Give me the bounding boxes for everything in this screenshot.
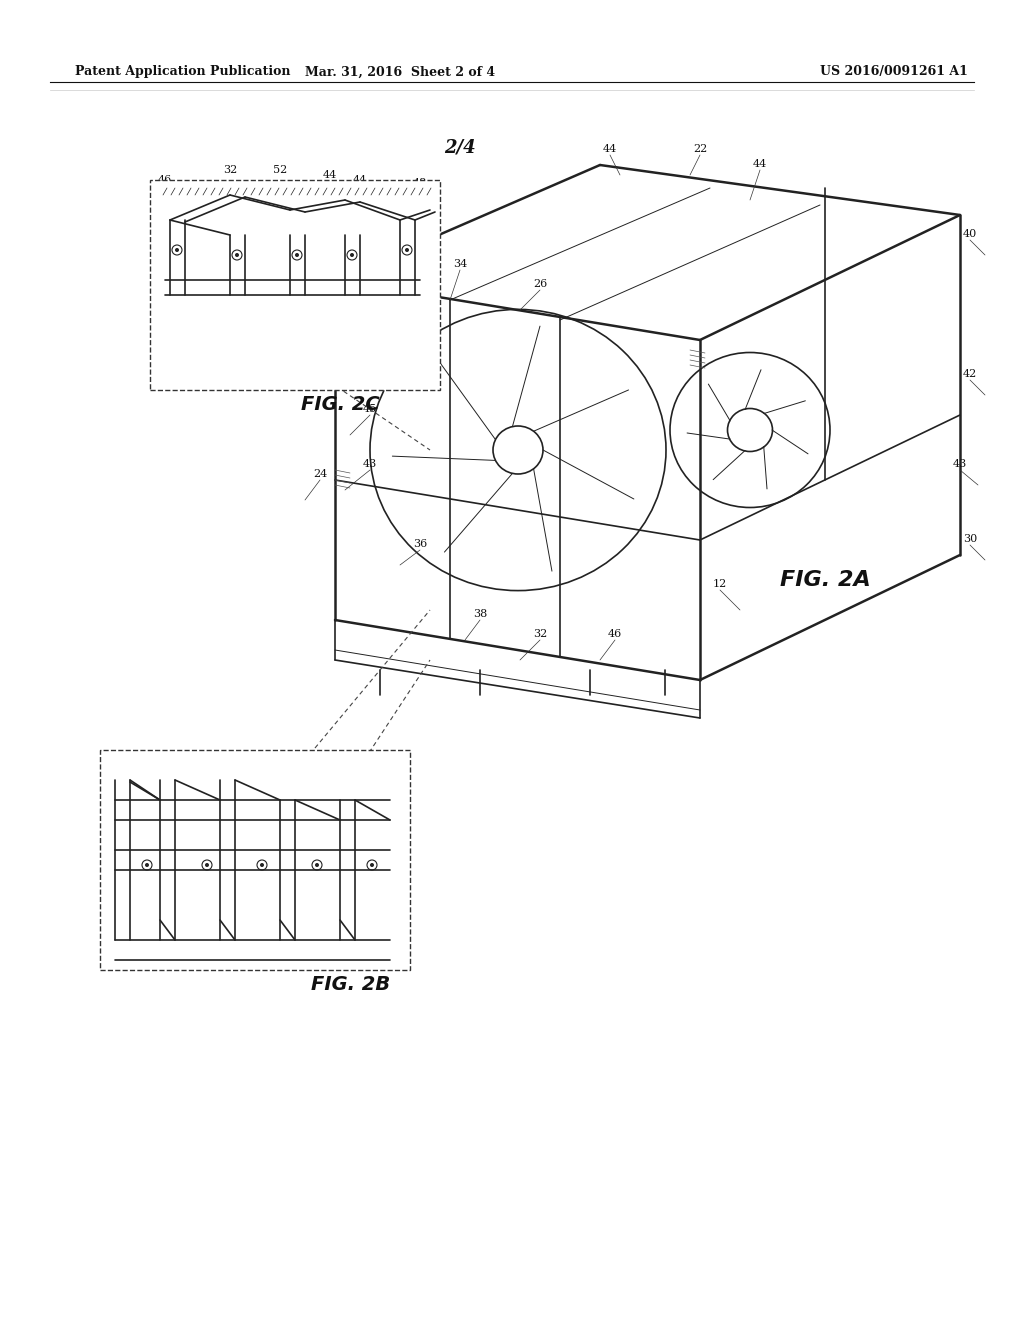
Text: 46: 46 <box>110 766 124 775</box>
Circle shape <box>260 863 264 867</box>
Text: 24: 24 <box>313 469 327 479</box>
Text: 44: 44 <box>603 144 617 154</box>
Text: 60: 60 <box>168 341 182 350</box>
Circle shape <box>350 253 354 257</box>
Circle shape <box>295 253 299 257</box>
Text: 40: 40 <box>963 228 977 239</box>
Text: FIG. 2B: FIG. 2B <box>310 975 390 994</box>
Text: 38: 38 <box>473 609 487 619</box>
Text: 28: 28 <box>368 339 382 348</box>
Text: US 2016/0091261 A1: US 2016/0091261 A1 <box>820 66 968 78</box>
Text: 34: 34 <box>453 259 467 269</box>
Text: Mar. 31, 2016  Sheet 2 of 4: Mar. 31, 2016 Sheet 2 of 4 <box>305 66 495 78</box>
Text: 50: 50 <box>133 960 147 970</box>
Text: 62: 62 <box>232 960 247 970</box>
Text: FIG. 2A: FIG. 2A <box>780 570 870 590</box>
Circle shape <box>175 248 179 252</box>
Text: 44: 44 <box>353 176 368 185</box>
Text: 43: 43 <box>362 459 377 469</box>
Text: Patent Application Publication: Patent Application Publication <box>75 66 291 78</box>
Text: 44: 44 <box>753 158 767 169</box>
Text: 32: 32 <box>101 785 115 795</box>
Text: 32: 32 <box>223 165 238 176</box>
Circle shape <box>315 863 319 867</box>
Text: 20: 20 <box>333 339 347 348</box>
Text: 12: 12 <box>713 579 727 589</box>
Text: 46: 46 <box>408 253 422 264</box>
Circle shape <box>205 863 209 867</box>
Circle shape <box>234 253 239 257</box>
Text: 62: 62 <box>323 954 337 965</box>
Text: 46: 46 <box>608 630 623 639</box>
Text: 44: 44 <box>323 170 337 180</box>
Text: 22: 22 <box>153 766 167 775</box>
Circle shape <box>406 248 409 252</box>
Text: 22: 22 <box>693 144 708 154</box>
Text: 43: 43 <box>953 459 967 469</box>
Circle shape <box>145 863 150 867</box>
Text: 52: 52 <box>288 766 302 775</box>
Text: 45: 45 <box>362 404 377 414</box>
Text: 56: 56 <box>348 760 362 770</box>
Text: 42: 42 <box>963 370 977 379</box>
Text: 53: 53 <box>101 850 115 861</box>
Text: 32: 32 <box>532 630 547 639</box>
Text: 50: 50 <box>187 213 202 222</box>
Text: 46: 46 <box>158 176 172 185</box>
Text: 48: 48 <box>101 825 115 836</box>
Text: 26: 26 <box>532 279 547 289</box>
Text: 36: 36 <box>413 539 427 549</box>
Bar <box>150 180 440 389</box>
Text: 38: 38 <box>243 345 257 355</box>
Bar <box>100 750 410 970</box>
Text: 2/4: 2/4 <box>444 139 476 157</box>
Text: 53: 53 <box>178 310 193 319</box>
Text: 46: 46 <box>353 253 368 264</box>
Text: 62: 62 <box>288 249 302 260</box>
Text: 52: 52 <box>272 165 287 176</box>
Text: 48: 48 <box>413 178 427 187</box>
Text: 62: 62 <box>373 345 387 355</box>
Circle shape <box>370 863 374 867</box>
Text: FIG. 2C: FIG. 2C <box>301 396 380 414</box>
Text: 30: 30 <box>963 535 977 544</box>
Text: 54: 54 <box>223 760 238 770</box>
Text: 60: 60 <box>101 895 115 906</box>
